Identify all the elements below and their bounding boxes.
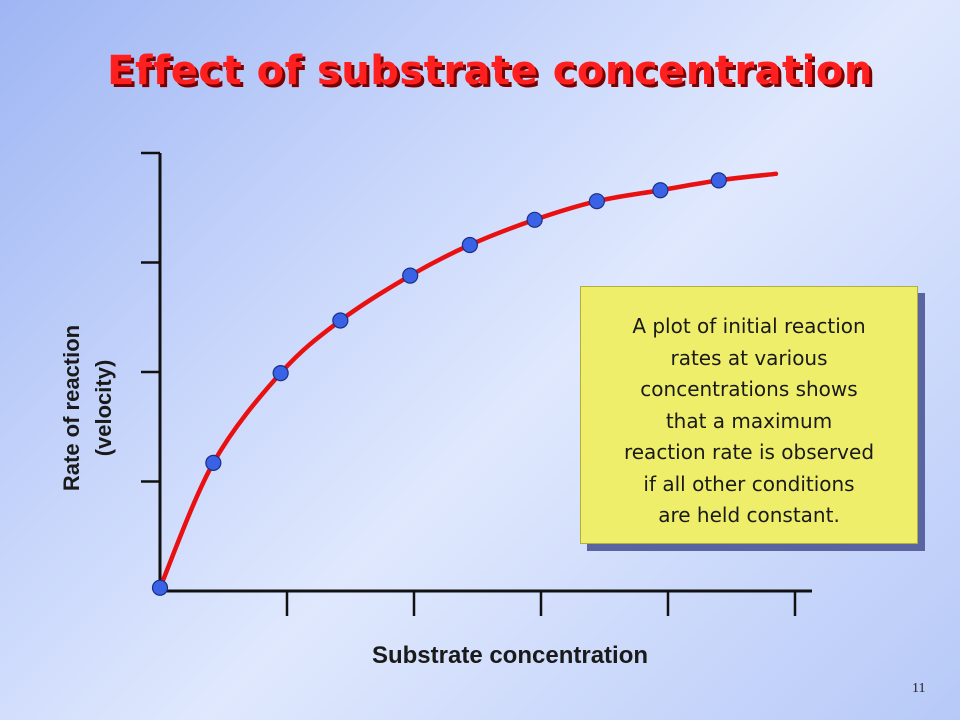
slide-number: 11: [912, 681, 926, 696]
annotation-line: A plot of initial reaction: [632, 314, 866, 338]
x-axis-label: Substrate concentration: [371, 642, 649, 669]
slide-title: Effect of substrate concentration: [107, 48, 873, 94]
annotation-line: that a maximum: [665, 408, 833, 433]
y-axis-label: Rate of reaction (velocity): [56, 325, 120, 491]
data-point: [332, 312, 349, 329]
data-point: [205, 454, 222, 471]
data-point: [710, 172, 727, 189]
annotation-line: if all other conditions: [643, 471, 855, 496]
annotation-line: are held constant.: [658, 503, 840, 527]
data-point: [526, 211, 543, 228]
annotation-line: reaction rate is observed: [623, 440, 875, 464]
data-point: [461, 236, 478, 254]
annotation-line: rates at various: [670, 345, 828, 370]
points-layer: [151, 172, 727, 596]
annotation-callout: A plot of initial reaction rates at vari…: [580, 286, 918, 544]
data-point: [588, 193, 605, 210]
data-point: [402, 267, 419, 284]
annotation-line: concentrations shows: [640, 377, 858, 401]
data-point: [151, 579, 169, 596]
chart-axes: [141, 151, 812, 616]
y-axis-label-line-1: Rate of reaction: [59, 324, 84, 492]
data-point: [652, 182, 669, 199]
data-point: [272, 364, 289, 382]
y-axis-label-line-2: (velocity): [91, 359, 116, 457]
